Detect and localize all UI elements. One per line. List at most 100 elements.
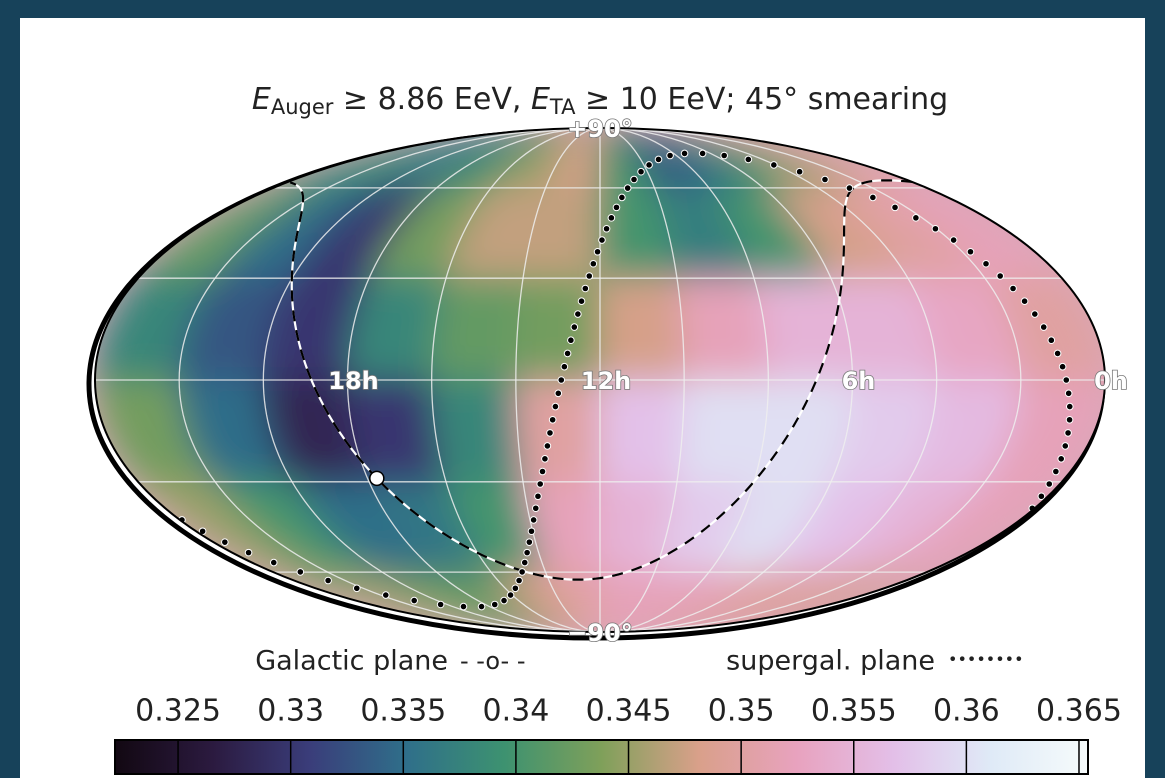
- ra-label: 12h: [581, 367, 631, 395]
- supergalactic-dot: [645, 161, 653, 169]
- supergalactic-dot: [511, 584, 520, 593]
- supergalactic-dot: [630, 175, 638, 184]
- galactic-plane-dash: [378, 179, 913, 581]
- supergalactic-dot: [529, 516, 538, 524]
- supergalactic-dot: [1062, 376, 1071, 384]
- supergalactic-dot: [698, 149, 707, 158]
- chart-title: EAuger ≥ 8.86 EeV, ETA ≥ 10 EeV; 45° sme…: [252, 82, 948, 120]
- supergalactic-dot: [869, 193, 877, 202]
- supergalactic-dot: [1058, 362, 1067, 371]
- supergalactic-dot: [518, 568, 526, 576]
- supergalactic-dot: [477, 602, 486, 611]
- supergalactic-dot: [1009, 284, 1017, 293]
- colorbar-tick-label: 0.36: [933, 694, 1000, 729]
- colorbar-tick-label: 0.355: [811, 694, 897, 729]
- heat-cell: [675, 379, 770, 483]
- supergalactic-dot: [538, 467, 547, 476]
- title-part: Auger: [271, 95, 334, 119]
- supergalactic-dot: [680, 149, 689, 158]
- supergalactic-dot: [1065, 415, 1074, 424]
- supergalactic-dot: [966, 247, 975, 256]
- supergalactic-dot: [520, 558, 529, 567]
- supergalactic-dot: [577, 297, 586, 305]
- galactic-center: [369, 470, 385, 487]
- supergalactic-dot: [821, 175, 829, 184]
- heat-cell: [430, 379, 525, 483]
- ra-label: 6h: [842, 367, 876, 395]
- supergalactic-dot: [1053, 349, 1062, 358]
- supergalactic-dot: [543, 442, 552, 450]
- supergalactic-dot: [744, 155, 753, 164]
- supergalactic-dot: [1064, 429, 1072, 437]
- heat-cell: [675, 277, 770, 381]
- heat-cell: [599, 379, 686, 483]
- heat-cell: [599, 277, 686, 381]
- ra-label: 18h: [328, 367, 378, 395]
- supergalactic-dot: [654, 155, 663, 164]
- supergalactic-dot: [1064, 389, 1073, 398]
- supergalactic-dot: [352, 584, 361, 593]
- supergalactic-dot: [459, 602, 468, 611]
- overlays: [178, 149, 1074, 611]
- supergalactic-dot: [557, 376, 566, 384]
- title-part: E: [252, 82, 271, 117]
- supergalactic-dot: [515, 576, 523, 585]
- heat-cell: [430, 277, 525, 381]
- title-part: TA: [549, 95, 576, 119]
- legend-label: Galactic plane: [255, 646, 448, 677]
- supergalactic-dot: [574, 310, 582, 318]
- supergalactic-dot: [548, 415, 557, 424]
- supergalactic-dot: [666, 151, 674, 160]
- supergalactic-dot: [531, 504, 540, 513]
- supergalactic-dot: [536, 480, 545, 488]
- supergalactic-dot: [949, 236, 958, 244]
- supergalactic-dot: [585, 272, 594, 280]
- dec-label: −90°: [567, 619, 633, 647]
- legend-label: supergal. plane: [726, 646, 935, 677]
- supergalactic-dot: [1047, 336, 1056, 345]
- heat-cell: [514, 277, 601, 381]
- supergalactic-dot: [770, 161, 778, 169]
- map-border: [94, 127, 1106, 633]
- supergalactic-dot: [845, 184, 854, 192]
- supergalactic-dot: [541, 455, 549, 463]
- colorbar-tick-label: 0.35: [708, 694, 775, 729]
- supergalactic-dot: [720, 151, 728, 160]
- supergalactic-dot: [637, 167, 645, 176]
- ra-label: 0h: [1094, 367, 1128, 395]
- supergalactic-dot: [1020, 297, 1029, 305]
- colorbar-tick-label: 0.33: [257, 694, 324, 729]
- supergalactic-dot: [931, 224, 940, 233]
- supergalactic-dot: [221, 538, 229, 546]
- galactic-plane: [289, 181, 378, 480]
- colorbar: 0.325 0.33 0.335 0.34 0.345 0.35 0.355 0.36 0.36…: [114, 694, 1122, 775]
- supergalactic-dot: [1057, 455, 1066, 463]
- supergalactic-dot: [410, 596, 418, 605]
- title-part: E: [531, 82, 550, 117]
- supergalactic-dot: [567, 336, 575, 345]
- legend: Galactic plane - -o- - supergal. plane •…: [255, 646, 1023, 677]
- supergalactic-dot: [795, 167, 804, 176]
- legend-sample: - -o- -: [460, 647, 525, 675]
- supergalactic-dot: [1037, 492, 1046, 501]
- supergalactic-dot: [554, 389, 563, 398]
- supergalactic-dot: [618, 193, 626, 202]
- supergalactic-dot: [506, 591, 515, 599]
- supergalactic-dot: [525, 538, 534, 546]
- supergalactic-dot: [623, 184, 632, 192]
- supergalactic-dot: [1039, 323, 1048, 331]
- legend-sample: ••••••••: [948, 650, 1024, 669]
- supergalactic-dot: [602, 224, 611, 233]
- supergalactic-dot: [1045, 480, 1054, 488]
- supergalactic-dot: [593, 247, 602, 256]
- supergalactic-dot: [490, 600, 499, 609]
- supergalactic-dot: [551, 402, 560, 411]
- title-part: ≥ 10 EeV; 45° smearing: [576, 82, 949, 117]
- supergalactic-dot: [612, 203, 621, 212]
- axis-labels: 18h 12h 6h 0h +90° −90°: [327, 114, 1128, 648]
- supergalactic-dot: [607, 214, 616, 222]
- supergalactic-dot: [996, 272, 1004, 280]
- supergalactic-dot: [381, 591, 390, 599]
- supergalactic-dot: [1065, 402, 1074, 411]
